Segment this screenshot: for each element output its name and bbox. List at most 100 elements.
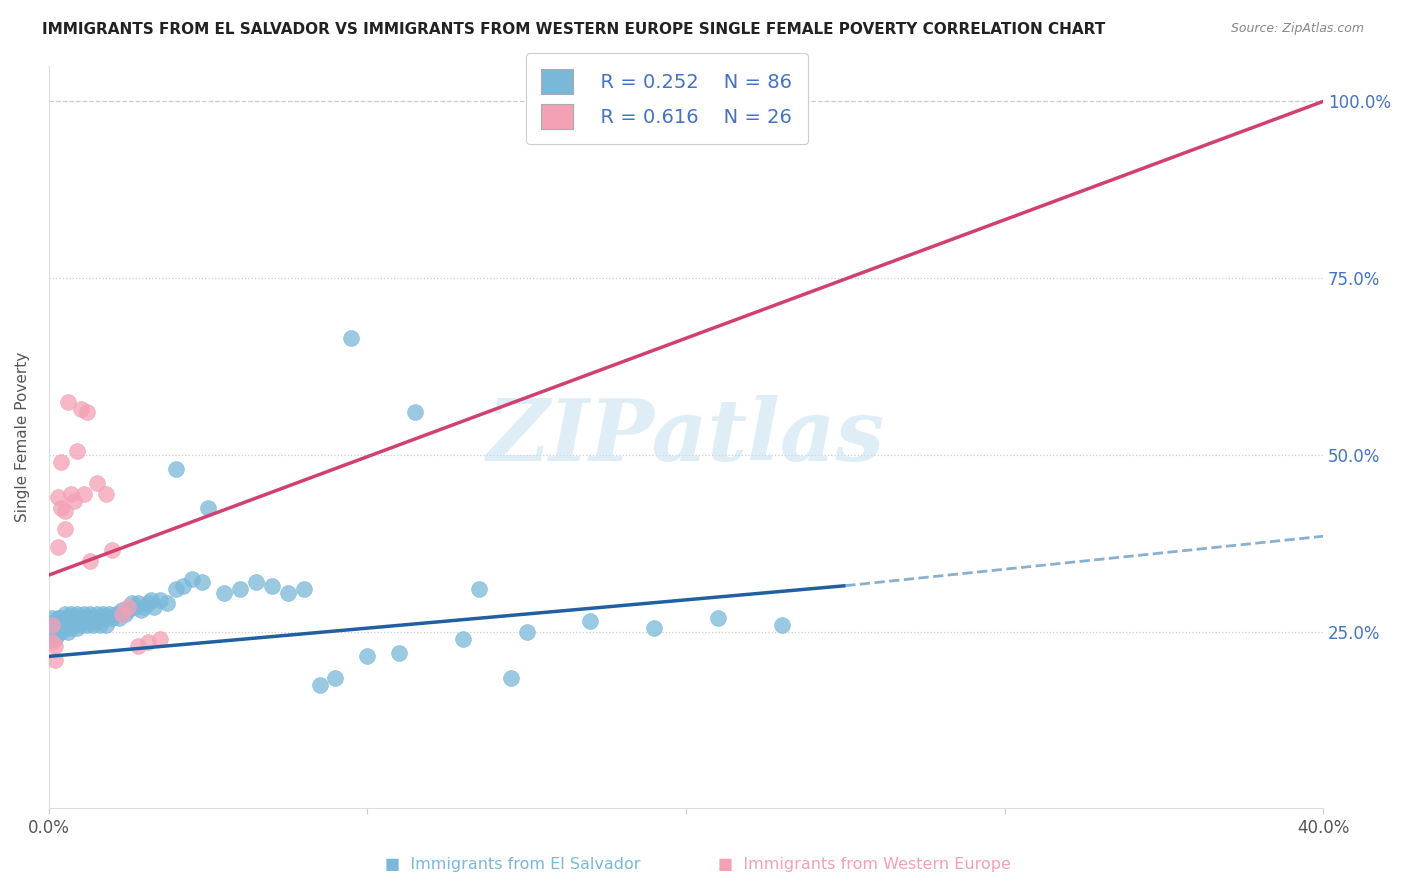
Text: ZIPatlas: ZIPatlas — [486, 395, 884, 479]
Point — [114, 607, 136, 621]
Point — [356, 649, 378, 664]
Point — [117, 599, 139, 614]
Point — [73, 487, 96, 501]
Point — [117, 603, 139, 617]
Point — [165, 582, 187, 597]
Point — [770, 617, 793, 632]
Point — [212, 586, 235, 600]
Point — [53, 614, 76, 628]
Point — [60, 487, 83, 501]
Point — [136, 596, 159, 610]
Point — [56, 624, 79, 639]
Point — [69, 610, 91, 624]
Point — [707, 610, 730, 624]
Point — [56, 610, 79, 624]
Point — [149, 632, 172, 646]
Point — [260, 579, 283, 593]
Point — [63, 617, 86, 632]
Point — [89, 610, 111, 624]
Point — [60, 614, 83, 628]
Point — [53, 522, 76, 536]
Point — [44, 632, 66, 646]
Point — [388, 646, 411, 660]
Point — [56, 617, 79, 632]
Point — [41, 617, 63, 632]
Point — [51, 455, 73, 469]
Point — [172, 579, 194, 593]
Point — [51, 610, 73, 624]
Text: Source: ZipAtlas.com: Source: ZipAtlas.com — [1230, 22, 1364, 36]
Point — [139, 592, 162, 607]
Point — [46, 624, 69, 639]
Point — [108, 610, 131, 624]
Point — [46, 610, 69, 624]
Point — [66, 444, 89, 458]
Point — [292, 582, 315, 597]
Point — [277, 586, 299, 600]
Point — [89, 617, 111, 632]
Point — [94, 610, 117, 624]
Point — [63, 494, 86, 508]
Point — [579, 614, 602, 628]
Point — [53, 607, 76, 621]
Point — [86, 607, 108, 621]
Point — [404, 405, 426, 419]
Point — [101, 543, 124, 558]
Point — [124, 599, 146, 614]
Point — [51, 624, 73, 639]
Point — [165, 462, 187, 476]
Point — [44, 639, 66, 653]
Point — [60, 621, 83, 635]
Point — [101, 610, 124, 624]
Point — [98, 607, 121, 621]
Point — [197, 500, 219, 515]
Point — [41, 617, 63, 632]
Point — [451, 632, 474, 646]
Text: IMMIGRANTS FROM EL SALVADOR VS IMMIGRANTS FROM WESTERN EUROPE SINGLE FEMALE POVE: IMMIGRANTS FROM EL SALVADOR VS IMMIGRANT… — [42, 22, 1105, 37]
Point — [66, 621, 89, 635]
Point — [53, 621, 76, 635]
Point — [127, 639, 149, 653]
Point — [53, 504, 76, 518]
Point — [79, 614, 101, 628]
Point — [69, 401, 91, 416]
Point — [82, 617, 104, 632]
Point — [44, 614, 66, 628]
Point — [73, 607, 96, 621]
Point — [60, 607, 83, 621]
Legend:   R = 0.252    N = 86,   R = 0.616    N = 26: R = 0.252 N = 86, R = 0.616 N = 26 — [526, 54, 807, 145]
Point — [468, 582, 491, 597]
Point — [46, 617, 69, 632]
Point — [181, 572, 204, 586]
Point — [142, 599, 165, 614]
Text: ■  Immigrants from El Salvador: ■ Immigrants from El Salvador — [385, 857, 641, 872]
Point — [73, 614, 96, 628]
Point — [69, 617, 91, 632]
Point — [94, 487, 117, 501]
Point — [136, 635, 159, 649]
Point — [499, 671, 522, 685]
Point — [111, 603, 134, 617]
Point — [82, 610, 104, 624]
Point — [79, 607, 101, 621]
Point — [44, 621, 66, 635]
Point — [134, 599, 156, 614]
Point — [76, 610, 98, 624]
Point — [41, 610, 63, 624]
Point — [86, 614, 108, 628]
Point — [516, 624, 538, 639]
Point — [94, 617, 117, 632]
Point — [51, 500, 73, 515]
Point — [76, 405, 98, 419]
Point — [66, 607, 89, 621]
Point — [76, 617, 98, 632]
Point — [156, 596, 179, 610]
Point — [44, 653, 66, 667]
Point — [104, 607, 127, 621]
Point — [51, 617, 73, 632]
Point — [245, 575, 267, 590]
Point — [63, 610, 86, 624]
Point — [190, 575, 212, 590]
Point — [91, 607, 114, 621]
Point — [46, 540, 69, 554]
